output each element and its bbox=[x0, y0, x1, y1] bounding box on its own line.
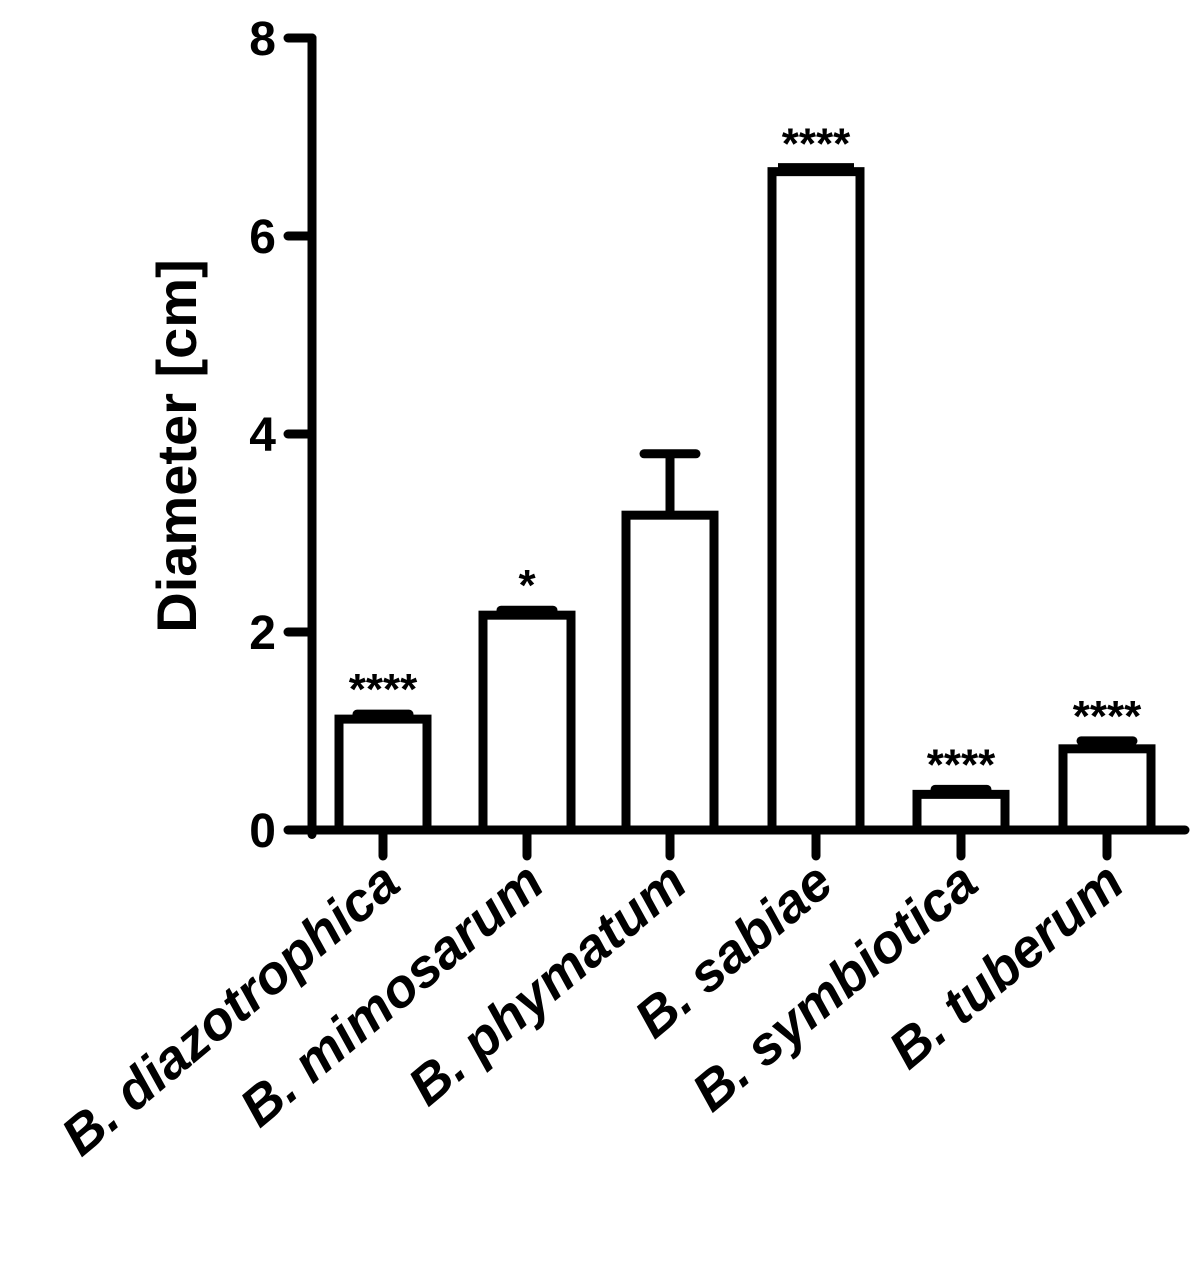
x-ticks-layer bbox=[378, 825, 1112, 861]
error-bars-layer bbox=[352, 163, 1138, 795]
bar bbox=[1058, 744, 1156, 835]
y-ticks-layer: 0 2 4 6 8 bbox=[249, 13, 317, 858]
significance-layer: ***************** bbox=[349, 120, 1142, 790]
y-tick-label: 0 bbox=[249, 805, 276, 858]
significance-label: **** bbox=[927, 740, 996, 789]
y-tick-label: 6 bbox=[249, 211, 276, 264]
significance-label: **** bbox=[349, 665, 418, 714]
bar bbox=[621, 510, 719, 835]
axes-layer bbox=[307, 33, 1190, 839]
bar bbox=[334, 714, 432, 835]
y-tick-label: 8 bbox=[249, 13, 276, 66]
bar bbox=[478, 610, 576, 835]
y-tick-label: 2 bbox=[249, 607, 276, 660]
y-tick-label: 4 bbox=[249, 409, 276, 462]
bar bbox=[767, 167, 865, 835]
bar bbox=[912, 789, 1010, 835]
significance-label: **** bbox=[782, 120, 851, 169]
y-axis-title: Diameter [cm] bbox=[145, 259, 208, 632]
significance-label: **** bbox=[1073, 692, 1142, 741]
significance-label: * bbox=[518, 561, 536, 610]
bars-layer bbox=[334, 167, 1156, 835]
